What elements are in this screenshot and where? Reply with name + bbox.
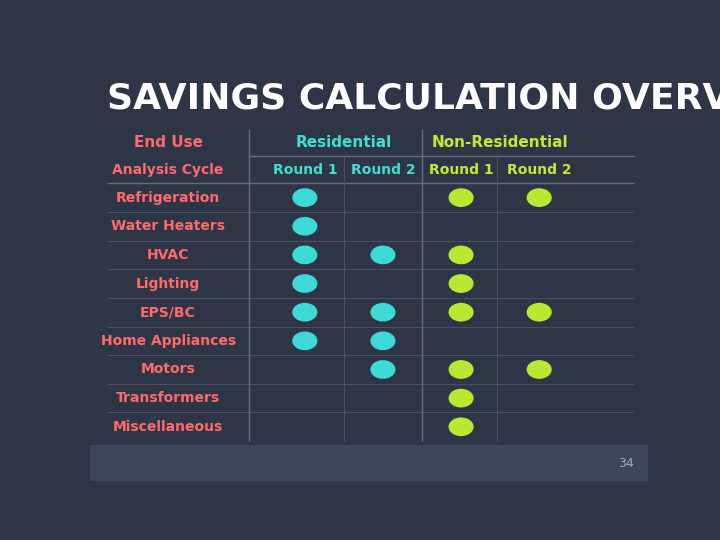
Ellipse shape [449, 417, 474, 436]
Ellipse shape [292, 332, 318, 350]
Text: Round 1: Round 1 [272, 163, 337, 177]
Text: Round 1: Round 1 [428, 163, 493, 177]
Text: Water Heaters: Water Heaters [111, 219, 225, 233]
Ellipse shape [449, 360, 474, 379]
Text: 34: 34 [618, 457, 634, 470]
Ellipse shape [370, 360, 395, 379]
Text: Lighting: Lighting [136, 276, 200, 291]
Ellipse shape [449, 246, 474, 264]
Ellipse shape [526, 360, 552, 379]
Ellipse shape [292, 217, 318, 235]
Text: End Use: End Use [134, 135, 202, 150]
Text: Miscellaneous: Miscellaneous [113, 420, 223, 434]
Text: Refrigeration: Refrigeration [116, 191, 220, 205]
Ellipse shape [370, 246, 395, 264]
Ellipse shape [449, 389, 474, 408]
Ellipse shape [292, 303, 318, 321]
Ellipse shape [292, 188, 318, 207]
Ellipse shape [449, 188, 474, 207]
Text: Round 2: Round 2 [351, 163, 415, 177]
Ellipse shape [449, 303, 474, 321]
Ellipse shape [526, 303, 552, 321]
Text: Analysis Cycle: Analysis Cycle [112, 163, 224, 177]
Ellipse shape [449, 274, 474, 293]
Text: Round 2: Round 2 [507, 163, 572, 177]
Ellipse shape [370, 303, 395, 321]
Text: HVAC: HVAC [147, 248, 189, 262]
Text: Transformers: Transformers [116, 391, 220, 405]
Text: Residential: Residential [296, 135, 392, 150]
Ellipse shape [292, 246, 318, 264]
Text: Motors: Motors [140, 362, 196, 376]
Text: EPS/BC: EPS/BC [140, 305, 196, 319]
Text: Home Appliances: Home Appliances [101, 334, 235, 348]
Ellipse shape [292, 274, 318, 293]
Ellipse shape [370, 332, 395, 350]
Text: Non-Residential: Non-Residential [432, 135, 569, 150]
Ellipse shape [526, 188, 552, 207]
Text: SAVINGS CALCULATION OVERVIEW: SAVINGS CALCULATION OVERVIEW [107, 82, 720, 116]
FancyBboxPatch shape [90, 446, 648, 481]
